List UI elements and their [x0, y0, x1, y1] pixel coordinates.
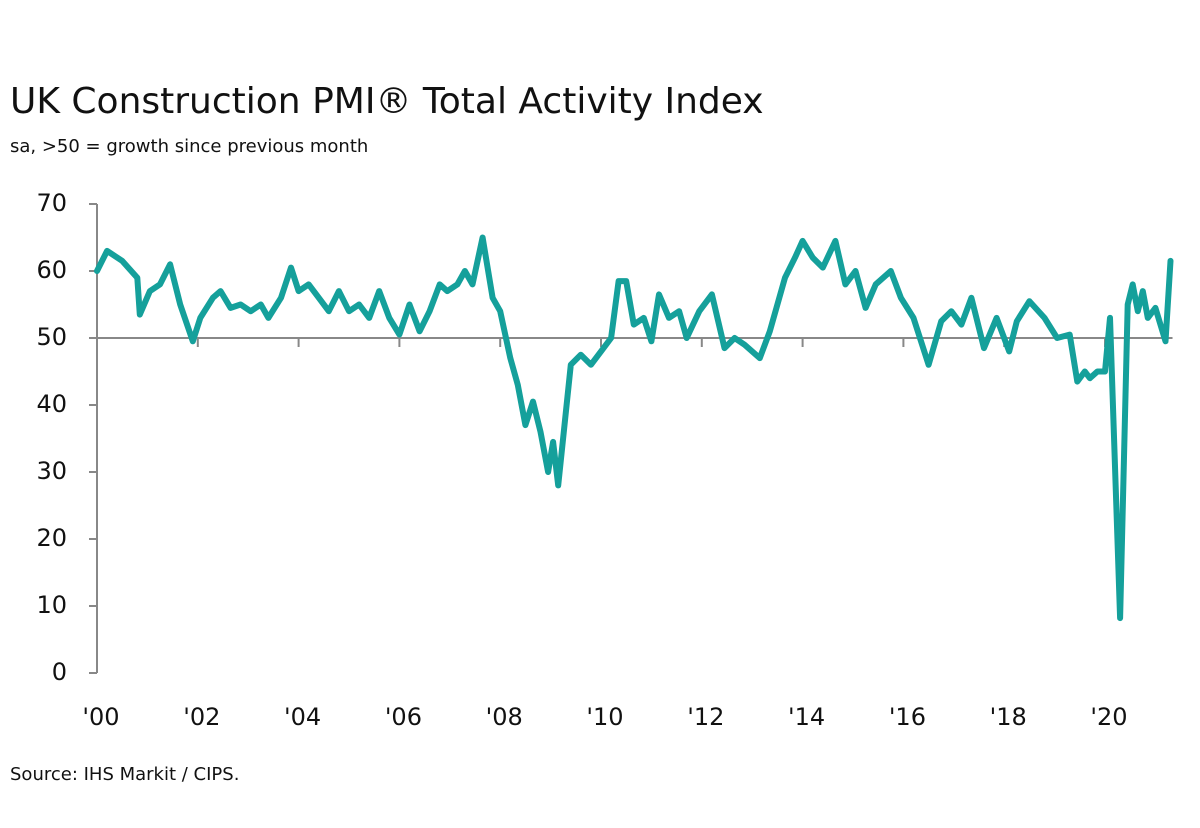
chart-subtitle: sa, >50 = growth since previous month: [10, 136, 368, 157]
x-tick-label: '12: [687, 703, 724, 731]
x-tick-label: '20: [1090, 703, 1127, 731]
y-tick-label: 70: [36, 189, 67, 217]
y-tick-label: 50: [36, 323, 67, 351]
x-tick-label: '18: [990, 703, 1027, 731]
x-tick-label: '14: [788, 703, 825, 731]
y-tick-label: 10: [36, 591, 67, 619]
series-line: [94, 234, 1174, 622]
y-tick-label: 40: [36, 390, 67, 418]
x-tick-label: '04: [284, 703, 321, 731]
source: Source: IHS Markit / CIPS.: [10, 764, 239, 785]
y-tick-label: 0: [52, 658, 67, 686]
x-tick-label: '00: [82, 703, 119, 731]
x-tick-label: '10: [586, 703, 623, 731]
y-tick-label: 60: [36, 256, 67, 284]
x-tick-label: '08: [486, 703, 523, 731]
y-tick-label: 20: [36, 524, 67, 552]
x-tick-label: '02: [183, 703, 220, 731]
x-tick-label: '06: [385, 703, 422, 731]
chart-title: UK Construction PMI® Total Activity Inde…: [10, 81, 764, 122]
x-tick-label: '16: [889, 703, 926, 731]
y-tick-label: 30: [36, 457, 67, 485]
